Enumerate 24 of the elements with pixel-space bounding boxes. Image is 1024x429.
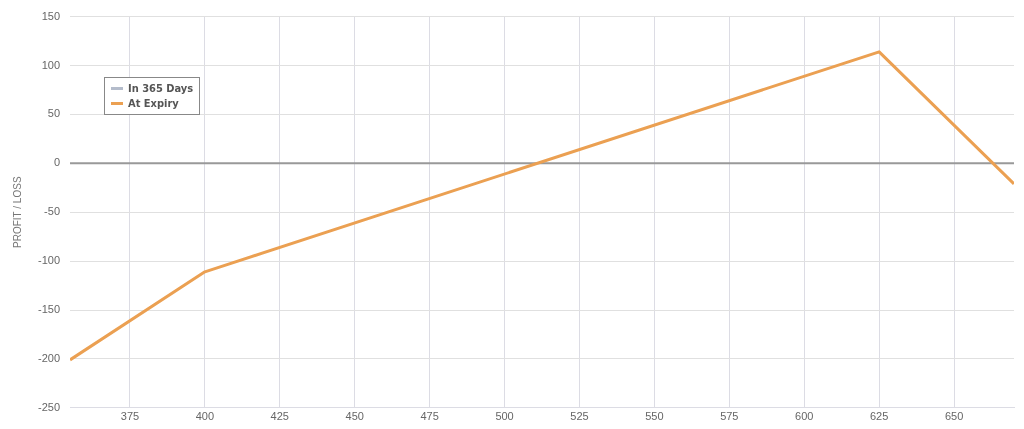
- y-tick-label: -250: [37, 400, 61, 413]
- legend-label: In 365 Days: [127, 80, 194, 96]
- x-tick-label: 400: [195, 410, 215, 423]
- x-tick-label: 475: [420, 410, 439, 423]
- y-tick-label: 0: [53, 156, 61, 169]
- y-tick-label: -150: [37, 303, 61, 316]
- x-tick-label: 575: [720, 410, 739, 423]
- y-axis-title: PROFIT / LOSS: [11, 176, 23, 248]
- x-tick-label: 650: [944, 410, 964, 423]
- x-tick-label: 600: [795, 410, 814, 423]
- y-tick-label: -100: [37, 254, 61, 267]
- y-tick-label: -50: [44, 205, 61, 218]
- y-tick-label: 100: [41, 58, 61, 71]
- legend-label: At Expiry: [127, 95, 180, 111]
- x-tick-label: 550: [645, 410, 664, 423]
- x-tick-label: 375: [120, 410, 140, 423]
- x-tick-label: 450: [345, 410, 364, 423]
- x-tick-label: 525: [570, 410, 589, 423]
- x-tick-label: 425: [270, 410, 289, 423]
- y-tick-label: 50: [47, 107, 61, 120]
- y-tick-label: 150: [41, 9, 61, 22]
- x-tick-label: 500: [495, 410, 514, 423]
- x-tick-label: 625: [869, 410, 889, 423]
- y-tick-label: -200: [37, 351, 61, 364]
